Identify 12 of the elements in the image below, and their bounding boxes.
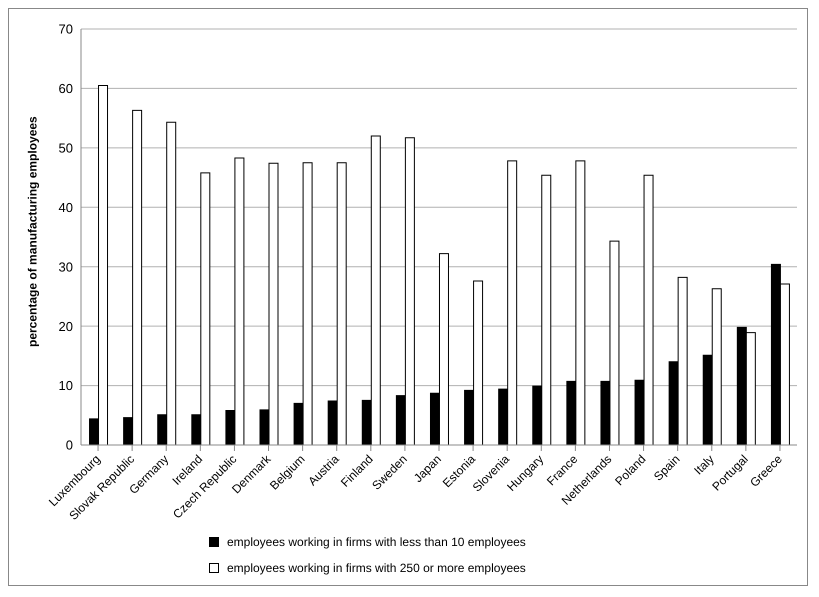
legend-label: employees working in firms with less than 10 employees bbox=[227, 535, 526, 549]
y-tick-label: 30 bbox=[58, 259, 73, 274]
y-tick-label: 40 bbox=[58, 200, 73, 215]
y-tick-label: 60 bbox=[58, 81, 73, 96]
y-tick-label: 50 bbox=[58, 140, 73, 156]
y-tick-label: 0 bbox=[66, 438, 73, 453]
legend-label: employees working in firms with 250 or more employees bbox=[227, 561, 526, 575]
y-tick-label: 70 bbox=[58, 22, 73, 37]
y-tick-label: 10 bbox=[58, 378, 73, 394]
x-tick-label: Italy bbox=[691, 452, 717, 478]
y-tick-label: 20 bbox=[58, 318, 73, 334]
y-axis-title: percentage of manufacturing employees bbox=[25, 116, 40, 347]
